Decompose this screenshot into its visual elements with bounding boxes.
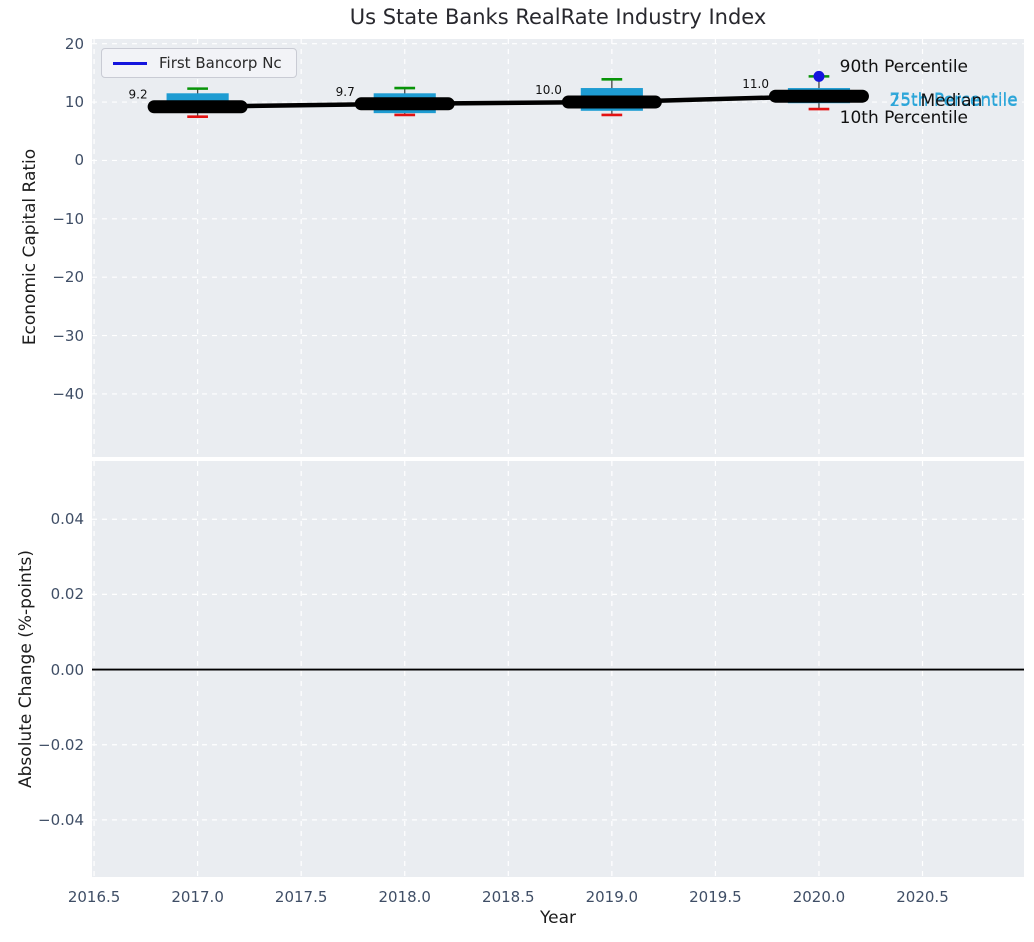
y-tick-label: −0.04 (38, 810, 84, 829)
y-tick-label: −20 (52, 268, 84, 287)
x-tick-label: 2017.0 (171, 888, 224, 906)
x-tick-label: 2020.0 (792, 888, 846, 906)
y-tick-label: 0 (74, 151, 84, 170)
x-tick-label: 2020.5 (896, 888, 949, 906)
point-value-label: 11.0 (742, 77, 769, 91)
legend-label: First Bancorp Nc (159, 54, 282, 72)
point-value-label: 9.7 (336, 85, 355, 99)
y-tick-label: 0.04 (50, 510, 84, 529)
x-tick-label: 2018.0 (378, 888, 431, 906)
plot-svg (92, 461, 1024, 877)
x-axis-label: Year (540, 908, 576, 928)
y-tick-label: 20 (64, 34, 84, 53)
x-tick-label: 2017.5 (274, 888, 328, 906)
x-tick-label: 2019.5 (689, 888, 742, 906)
x-tick-label: 2018.5 (482, 888, 535, 906)
company-latest-marker (813, 70, 825, 82)
point-value-label: 10.0 (535, 83, 562, 97)
legend-box: First Bancorp Nc (101, 48, 297, 78)
y-tick-label: 10 (64, 93, 84, 112)
y-tick-label: −0.02 (38, 735, 84, 754)
y-axis-label-top: Economic Capital Ratio (20, 148, 40, 346)
x-tick-label: 2019.0 (585, 888, 639, 906)
legend-line-sample-icon (113, 61, 147, 65)
top-plot-area: 9.2 9.7 10.0 11.0 First Bancorp Nc 90th Per… (92, 39, 1024, 457)
bottom-plot-area (92, 461, 1024, 877)
y-tick-label: 0.02 (50, 585, 84, 604)
y-tick-label: −40 (52, 384, 84, 403)
point-value-label: 9.2 (129, 88, 148, 102)
x-tick-label: 2016.5 (67, 888, 121, 906)
plot-svg: 9.2 9.7 10.0 11.0 (92, 39, 1024, 457)
company-line (197, 93, 820, 109)
y-tick-label: −30 (52, 326, 84, 345)
chart-title: Us State Banks RealRate Industry Index (349, 5, 767, 29)
y-tick-label: 0.00 (50, 660, 84, 679)
y-tick-label: −10 (52, 209, 84, 228)
